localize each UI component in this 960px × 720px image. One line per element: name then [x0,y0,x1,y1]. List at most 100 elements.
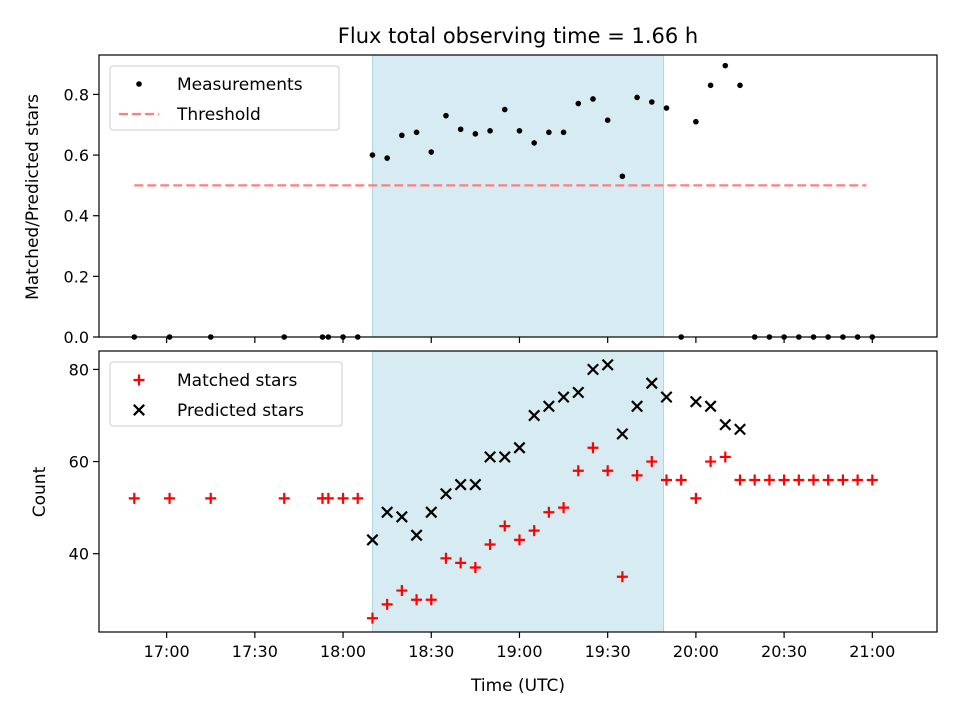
data-point [542,400,555,413]
data-point [455,557,467,569]
data-point [381,506,394,519]
series-measurements [131,62,876,340]
data-point [557,391,570,404]
data-point [469,562,481,574]
data-point [631,400,644,413]
x-tick-label: 19:00 [496,642,542,661]
data-point [531,140,537,146]
axes-frame [98,54,938,338]
x-axis-label: Matched/Predicted stars [23,94,43,300]
legend-label: Predicted stars [177,401,304,421]
data-point [616,427,629,440]
top-panel: 0.0 0.2 0.4 0.6 0.8 Measurements Threshold [64,54,938,347]
series-matched-stars [128,442,878,624]
data-point [484,450,497,463]
data-point [546,129,552,136]
data-point [366,612,378,624]
data-point [322,492,334,504]
x-tick-label: 20:00 [673,642,719,661]
data-point [410,529,423,542]
data-point [543,506,555,518]
legend: Matched stars Predicted stars [109,361,343,427]
data-point [634,94,640,101]
data-point [425,594,437,606]
data-point [590,96,596,102]
data-point [705,456,717,468]
data-point [428,149,435,155]
data-point [164,492,176,504]
data-point [763,474,775,486]
data-point [604,117,611,123]
x-axis-title: Time (UTC) [470,676,565,696]
data-point [587,442,599,454]
legend-marker-icon [133,374,145,386]
data-point [866,474,878,486]
data-point [396,585,408,597]
data-point [560,129,567,136]
legend-label: Measurements [177,75,303,95]
axes-frame [98,350,938,633]
data-point [516,128,523,134]
legend-box [109,361,343,427]
data-point [704,400,717,413]
data-point [457,126,464,133]
data-point [822,474,834,486]
data-point [472,131,479,137]
data-point [737,82,743,89]
y-tick-label: 0.2 [64,267,89,286]
data-point [425,506,438,519]
y-tick-label: 0.6 [64,146,89,165]
data-point [484,538,496,550]
y-tick-label: 80 [69,360,89,379]
data-point [663,105,670,111]
data-point [454,478,467,491]
observing-span [371,350,665,633]
observing-span [371,54,665,338]
data-point [513,534,525,546]
data-point [499,520,511,532]
data-point [616,571,628,583]
data-point [128,492,140,504]
data-point [837,474,849,486]
data-point [719,451,731,463]
data-point [501,106,508,113]
data-point [749,474,761,486]
y-tick-label: 60 [69,453,89,472]
data-point [852,474,864,486]
data-point [278,492,290,504]
legend-box [109,65,340,131]
y-tick-label: 0.4 [64,207,89,226]
data-point [469,478,482,491]
data-point [411,594,423,606]
data-point [793,474,805,486]
data-point [337,492,349,504]
legend-marker-icon [133,404,145,416]
data-point [587,363,599,376]
data-point [631,469,643,481]
data-point [439,487,452,500]
data-point [572,465,584,477]
legend: Measurements Threshold [109,65,340,131]
data-point [778,474,790,486]
data-point [440,552,452,564]
data-point [513,441,526,454]
data-point [601,358,614,371]
data-point [660,391,673,404]
data-point [528,525,540,537]
data-point [575,100,582,107]
y-tick-label: 0.8 [64,85,89,104]
data-point [602,465,614,477]
legend-label: Threshold [176,105,261,125]
y-tick-label: 40 [69,545,89,564]
data-point [395,510,408,523]
data-point [369,152,376,158]
data-point [707,82,714,89]
bottom-panel: 17:00 17:30 18:00 18:30 19:00 19:30 20:00 20:30… [69,350,938,661]
series-predicted-stars [366,358,746,546]
legend-marker-icon [136,81,142,87]
data-point [381,598,393,610]
legend-label: Matched stars [177,371,297,391]
data-point [572,386,585,399]
x-tick-label: 20:30 [761,642,807,661]
